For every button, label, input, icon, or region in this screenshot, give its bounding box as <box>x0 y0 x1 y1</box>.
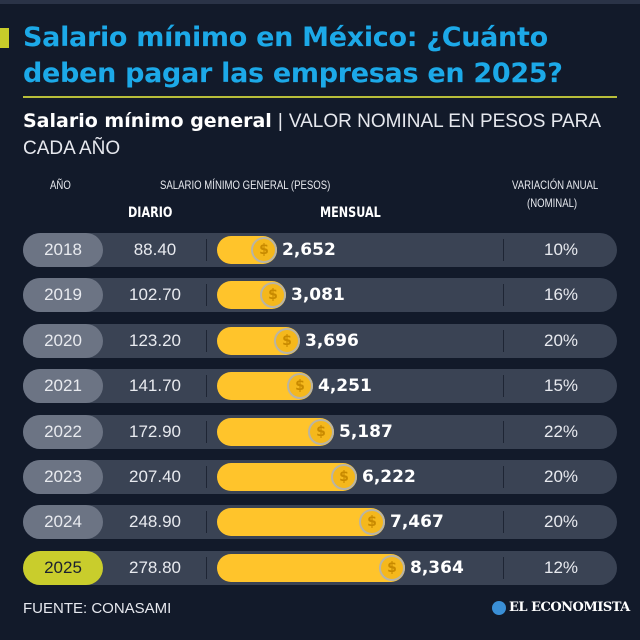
year-pill: 2022 <box>23 414 103 449</box>
column-divider <box>206 239 207 261</box>
dollar-coin-icon: $ <box>331 464 357 490</box>
title-divider <box>23 96 617 98</box>
column-divider <box>503 329 504 352</box>
column-divider <box>503 511 504 534</box>
column-divider <box>206 284 207 307</box>
monthly-bar <box>217 553 405 582</box>
column-divider <box>206 329 207 352</box>
el-economista-logo: EL ECONOMISTA <box>492 600 630 615</box>
year-pill: 2021 <box>23 369 103 404</box>
table-row: 2018 88.40 $2,652 10% <box>23 233 617 267</box>
column-divider <box>206 511 207 534</box>
monthly-value: 5,187 <box>339 421 393 442</box>
table-row: 2025 278.80 $8,364 12% <box>23 550 617 585</box>
daily-value: 248.90 <box>129 512 181 532</box>
daily-value: 141.70 <box>129 376 181 396</box>
table-row: 2024 248.90 $7,467 20% <box>23 505 617 540</box>
top-border <box>0 0 640 4</box>
year-pill: 2023 <box>23 460 103 494</box>
daily-value: 102.70 <box>129 285 181 305</box>
column-divider <box>206 556 207 579</box>
subtitle-light: VALOR NOMINAL EN PESOS PARA CADA AÑO <box>23 111 600 159</box>
year-pill: 2020 <box>23 323 103 358</box>
col-salary-header: SALARIO MÍNIMO GENERAL (PESOS) <box>160 178 331 192</box>
column-divider <box>503 420 504 443</box>
subtitle: Salario mínimo general | VALOR NOMINAL E… <box>23 108 623 162</box>
year-pill: 2024 <box>23 505 103 540</box>
dollar-coin-icon: $ <box>287 373 313 400</box>
daily-value: 123.20 <box>129 330 181 350</box>
variation-value: 16% <box>543 285 579 305</box>
daily-value: 172.90 <box>129 421 181 441</box>
col-monthly-header: MENSUAL <box>320 205 381 221</box>
col-year-header: AÑO <box>50 178 71 192</box>
monthly-bar <box>217 508 385 537</box>
column-divider <box>503 375 504 398</box>
dollar-coin-icon: $ <box>274 327 300 354</box>
dollar-coin-icon: $ <box>379 554 405 581</box>
variation-value: 20% <box>543 512 579 532</box>
daily-value: 88.40 <box>133 240 177 259</box>
column-divider <box>206 420 207 443</box>
title-accent <box>0 28 9 48</box>
table-row: 2023 207.40 $6,222 20% <box>23 460 617 494</box>
table-row: 2021 141.70 $4,251 15% <box>23 369 617 404</box>
year-pill: 2018 <box>23 233 103 267</box>
subtitle-separator: | <box>277 111 283 132</box>
year-pill: 2019 <box>23 278 103 313</box>
table-row: 2019 102.70 $3,081 16% <box>23 278 617 313</box>
variation-value: 12% <box>543 557 579 577</box>
monthly-value: 8,364 <box>410 557 464 578</box>
variation-value: 20% <box>543 467 579 486</box>
dollar-coin-icon: $ <box>359 509 385 536</box>
column-divider <box>503 466 504 488</box>
variation-value: 15% <box>543 376 579 396</box>
monthly-value: 7,467 <box>390 512 444 533</box>
dollar-coin-icon: $ <box>260 282 286 309</box>
variation-value: 20% <box>543 330 579 350</box>
logo-icon <box>492 600 506 615</box>
column-divider <box>503 284 504 307</box>
variation-value: 10% <box>543 240 579 259</box>
dollar-coin-icon: $ <box>308 418 334 445</box>
monthly-value: 3,081 <box>291 285 345 306</box>
source-note: FUENTE: CONASAMI <box>23 600 172 617</box>
column-divider <box>206 466 207 488</box>
monthly-value: 6,222 <box>362 467 416 487</box>
column-divider <box>206 375 207 398</box>
daily-value: 207.40 <box>129 467 181 486</box>
logo-text: EL ECONOMISTA <box>509 600 630 615</box>
daily-value: 278.80 <box>129 557 181 577</box>
table-row: 2020 123.20 $3,696 20% <box>23 323 617 358</box>
dollar-coin-icon: $ <box>251 237 277 263</box>
subtitle-bold: Salario mínimo general <box>23 110 272 132</box>
table-row: 2022 172.90 $5,187 22% <box>23 414 617 449</box>
col-daily-header: DIARIO <box>128 205 173 221</box>
monthly-value: 2,652 <box>282 240 336 260</box>
col-variation-header-1: VARIACIÓN ANUAL <box>512 178 599 192</box>
year-pill: 2025 <box>23 550 103 585</box>
column-divider <box>503 239 504 261</box>
column-divider <box>503 556 504 579</box>
col-variation-header-2: (NOMINAL) <box>527 196 578 210</box>
monthly-value: 3,696 <box>305 330 359 351</box>
page-title: Salario mínimo en México: ¿Cuánto deben … <box>23 22 563 89</box>
variation-value: 22% <box>543 421 579 441</box>
monthly-value: 4,251 <box>318 376 372 397</box>
